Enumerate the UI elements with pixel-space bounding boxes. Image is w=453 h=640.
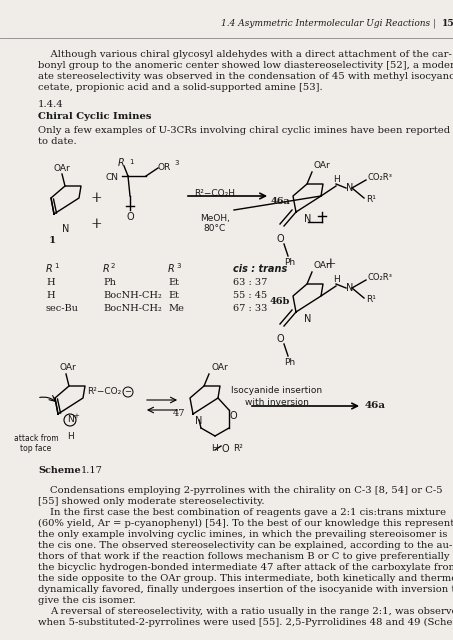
Text: 1.4 Asymmetric Intermolecular Ugi Reactions: 1.4 Asymmetric Intermolecular Ugi Reacti…	[221, 19, 430, 28]
Text: 1: 1	[48, 236, 56, 245]
Text: CO₂R³: CO₂R³	[368, 173, 393, 182]
Text: +: +	[90, 191, 102, 205]
Text: R²−CO₂H: R²−CO₂H	[194, 189, 236, 198]
Text: H: H	[212, 444, 218, 453]
Text: Ph: Ph	[103, 278, 116, 287]
Text: 67 : 33: 67 : 33	[233, 304, 267, 313]
Text: 15: 15	[442, 19, 453, 28]
Text: the only example involving cyclic imines, in which the prevailing stereoisomer i: the only example involving cyclic imines…	[38, 530, 448, 539]
Text: O: O	[221, 444, 229, 454]
Text: give the cis isomer.: give the cis isomer.	[38, 596, 135, 605]
Text: 1.4.4: 1.4.4	[38, 100, 64, 109]
Text: 63 : 37: 63 : 37	[233, 278, 267, 287]
Text: OR: OR	[158, 163, 171, 173]
Text: Isocyanide insertion: Isocyanide insertion	[231, 386, 323, 395]
Text: Scheme: Scheme	[38, 466, 81, 475]
Text: Et: Et	[168, 291, 179, 300]
Text: In the first case the best combination of reagents gave a 2:1 cis:trans mixture: In the first case the best combination o…	[50, 508, 446, 517]
Text: Although various chiral glycosyl aldehydes with a direct attachment of the car-: Although various chiral glycosyl aldehyd…	[38, 50, 452, 59]
Text: BocNH-CH₂: BocNH-CH₂	[103, 304, 162, 313]
Text: R: R	[46, 264, 53, 274]
Text: 3: 3	[176, 263, 180, 269]
Text: OAr: OAr	[53, 164, 70, 173]
Text: OAr: OAr	[211, 363, 228, 372]
Text: (60% yield, Ar = p-cyanophenyl) [54]. To the best of our knowledge this represen: (60% yield, Ar = p-cyanophenyl) [54]. To…	[38, 519, 453, 528]
Text: R²: R²	[233, 444, 243, 453]
Text: R: R	[168, 264, 175, 274]
Text: cetate, propionic acid and a solid-supported amine [53].: cetate, propionic acid and a solid-suppo…	[38, 83, 323, 92]
Text: O: O	[229, 411, 236, 421]
Text: the bicyclic hydrogen-bonded intermediate 47 after attack of the carboxylate fro: the bicyclic hydrogen-bonded intermediat…	[38, 563, 453, 572]
Text: R: R	[117, 158, 124, 168]
Text: H: H	[67, 432, 73, 441]
Text: Ph: Ph	[284, 358, 295, 367]
Text: H: H	[46, 278, 55, 287]
Text: 3: 3	[174, 160, 178, 166]
Text: attack from: attack from	[14, 434, 58, 443]
Text: cis : trans: cis : trans	[233, 264, 287, 274]
Text: bonyl group to the anomeric center showed low diastereoselectivity [52], a moder: bonyl group to the anomeric center showe…	[38, 61, 453, 70]
Text: Condensations employing 2-pyrrolines with the chirality on C-3 [8, 54] or C-5: Condensations employing 2-pyrrolines wit…	[50, 486, 443, 495]
Text: 46a: 46a	[270, 198, 290, 207]
Text: dynamically favored, finally undergoes insertion of the isocyanide with inversio: dynamically favored, finally undergoes i…	[38, 585, 453, 594]
Text: CO₂R³: CO₂R³	[368, 273, 393, 282]
Text: BocNH-CH₂: BocNH-CH₂	[103, 291, 162, 300]
Text: H: H	[46, 291, 55, 300]
Text: O: O	[276, 234, 284, 244]
Text: CN: CN	[105, 173, 118, 182]
Text: 47: 47	[173, 410, 185, 419]
Text: [55] showed only moderate stereoselectivity.: [55] showed only moderate stereoselectiv…	[38, 497, 265, 506]
Text: 1.17: 1.17	[81, 466, 103, 475]
Text: +: +	[73, 413, 79, 419]
Text: top face: top face	[20, 444, 52, 453]
Text: sec-Bu: sec-Bu	[46, 304, 79, 313]
Text: Ph: Ph	[284, 258, 295, 267]
Text: O: O	[276, 334, 284, 344]
Text: to date.: to date.	[38, 137, 77, 146]
Text: A reversal of stereoselectivity, with a ratio usually in the range 2:1, was obse: A reversal of stereoselectivity, with a …	[50, 607, 453, 616]
Text: OAr: OAr	[60, 363, 77, 372]
Text: thors of that work if the reaction follows mechanism B or C to give preferential: thors of that work if the reaction follo…	[38, 552, 449, 561]
Text: Chiral Cyclic Imines: Chiral Cyclic Imines	[38, 112, 151, 121]
Text: O: O	[126, 212, 134, 222]
Text: N: N	[304, 314, 312, 324]
Text: OAr: OAr	[314, 161, 331, 170]
Text: N: N	[346, 283, 353, 293]
Text: +: +	[90, 217, 102, 231]
Text: R¹: R¹	[366, 195, 376, 205]
Text: Only a few examples of U-3CRs involving chiral cyclic imines have been reported: Only a few examples of U-3CRs involving …	[38, 126, 450, 135]
Text: Et: Et	[168, 278, 179, 287]
Text: H: H	[333, 175, 339, 184]
Text: 1: 1	[54, 263, 58, 269]
Text: 46b: 46b	[270, 298, 290, 307]
Text: N: N	[346, 183, 353, 193]
Text: H: H	[333, 275, 339, 284]
Text: when 5-substituted-2-pyrrolines were used [55]. 2,5-Pyrrolidines 48 and 49 (Sche: when 5-substituted-2-pyrrolines were use…	[38, 618, 453, 627]
Text: the cis one. The observed stereoselectivity can be explained, according to the a: the cis one. The observed stereoselectiv…	[38, 541, 453, 550]
Text: MeOH,: MeOH,	[200, 214, 230, 223]
Text: 80°C: 80°C	[204, 224, 226, 233]
Text: 55 : 45: 55 : 45	[233, 291, 267, 300]
Text: N: N	[63, 224, 70, 234]
Text: R: R	[103, 264, 110, 274]
Text: N: N	[304, 214, 312, 224]
Text: the side opposite to the OAr group. This intermediate, both kinetically and ther: the side opposite to the OAr group. This…	[38, 574, 453, 583]
Text: N: N	[67, 415, 73, 424]
Text: +: +	[324, 257, 336, 271]
Text: 2: 2	[111, 263, 116, 269]
Text: R²−CO₂: R²−CO₂	[87, 387, 121, 397]
Text: N: N	[195, 416, 202, 426]
Text: 1: 1	[129, 159, 134, 165]
Text: OAr: OAr	[314, 261, 331, 270]
Text: −: −	[125, 387, 131, 397]
Text: ate stereoselectivity was observed in the condensation of 45 with methyl isocyan: ate stereoselectivity was observed in th…	[38, 72, 453, 81]
Text: with inversion: with inversion	[245, 398, 309, 407]
Text: R¹: R¹	[366, 296, 376, 305]
Text: |: |	[433, 19, 436, 28]
Text: Me: Me	[168, 304, 184, 313]
Text: 46a: 46a	[365, 401, 386, 410]
